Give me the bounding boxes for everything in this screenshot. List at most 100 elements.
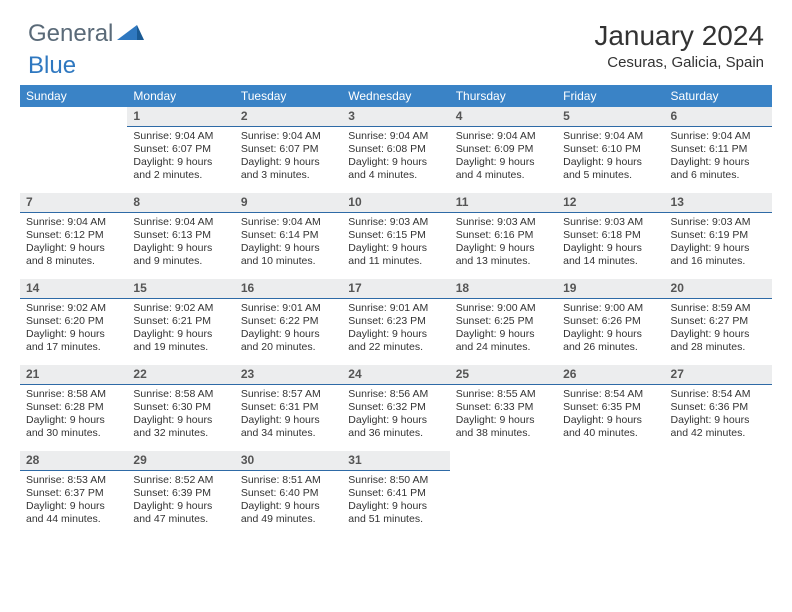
day-number: 5 — [557, 107, 664, 127]
weekday-header: Wednesday — [342, 85, 449, 107]
sunrise-text: Sunrise: 9:03 AM — [348, 216, 443, 229]
sunset-text: Sunset: 6:12 PM — [26, 229, 121, 242]
location: Cesuras, Galicia, Spain — [594, 54, 764, 71]
day-number: 2 — [235, 107, 342, 127]
day-number: 30 — [235, 451, 342, 471]
sunrise-text: Sunrise: 9:04 AM — [563, 130, 658, 143]
day-number: 13 — [665, 193, 772, 213]
logo-text-blue: Blue — [28, 52, 76, 79]
sunset-text: Sunset: 6:28 PM — [26, 401, 121, 414]
sunrise-text: Sunrise: 9:04 AM — [133, 216, 228, 229]
calendar-cell — [665, 451, 772, 537]
calendar-cell: 19Sunrise: 9:00 AMSunset: 6:26 PMDayligh… — [557, 279, 664, 365]
sunset-text: Sunset: 6:11 PM — [671, 143, 766, 156]
daylight-text: Daylight: 9 hours and 10 minutes. — [241, 242, 336, 268]
sunrise-text: Sunrise: 9:01 AM — [241, 302, 336, 315]
title-block: January 2024 Cesuras, Galicia, Spain — [594, 20, 764, 71]
calendar-cell: 2Sunrise: 9:04 AMSunset: 6:07 PMDaylight… — [235, 107, 342, 193]
sunset-text: Sunset: 6:20 PM — [26, 315, 121, 328]
weekday-header: Thursday — [450, 85, 557, 107]
sunrise-text: Sunrise: 9:01 AM — [348, 302, 443, 315]
daylight-text: Daylight: 9 hours and 9 minutes. — [133, 242, 228, 268]
sunrise-text: Sunrise: 8:58 AM — [133, 388, 228, 401]
daylight-text: Daylight: 9 hours and 40 minutes. — [563, 414, 658, 440]
weekday-header: Saturday — [665, 85, 772, 107]
day-number: 7 — [20, 193, 127, 213]
sunset-text: Sunset: 6:33 PM — [456, 401, 551, 414]
weekday-header: Friday — [557, 85, 664, 107]
header: General January 2024 Cesuras, Galicia, S… — [0, 0, 792, 79]
day-number: 4 — [450, 107, 557, 127]
day-details: Sunrise: 8:55 AMSunset: 6:33 PMDaylight:… — [450, 385, 557, 445]
day-details: Sunrise: 8:50 AMSunset: 6:41 PMDaylight:… — [342, 471, 449, 531]
sunset-text: Sunset: 6:07 PM — [133, 143, 228, 156]
day-details: Sunrise: 8:54 AMSunset: 6:35 PMDaylight:… — [557, 385, 664, 445]
day-details: Sunrise: 9:04 AMSunset: 6:10 PMDaylight:… — [557, 127, 664, 187]
day-details: Sunrise: 9:00 AMSunset: 6:25 PMDaylight:… — [450, 299, 557, 359]
day-details: Sunrise: 8:53 AMSunset: 6:37 PMDaylight:… — [20, 471, 127, 531]
day-number: 17 — [342, 279, 449, 299]
calendar-cell: 18Sunrise: 9:00 AMSunset: 6:25 PMDayligh… — [450, 279, 557, 365]
calendar-cell: 6Sunrise: 9:04 AMSunset: 6:11 PMDaylight… — [665, 107, 772, 193]
calendar-cell: 23Sunrise: 8:57 AMSunset: 6:31 PMDayligh… — [235, 365, 342, 451]
sunrise-text: Sunrise: 8:58 AM — [26, 388, 121, 401]
daylight-text: Daylight: 9 hours and 22 minutes. — [348, 328, 443, 354]
daylight-text: Daylight: 9 hours and 17 minutes. — [26, 328, 121, 354]
day-number: 11 — [450, 193, 557, 213]
day-details: Sunrise: 9:04 AMSunset: 6:08 PMDaylight:… — [342, 127, 449, 187]
daylight-text: Daylight: 9 hours and 14 minutes. — [563, 242, 658, 268]
sunset-text: Sunset: 6:08 PM — [348, 143, 443, 156]
sunrise-text: Sunrise: 8:51 AM — [241, 474, 336, 487]
weekday-header: Tuesday — [235, 85, 342, 107]
day-number: 14 — [20, 279, 127, 299]
sunset-text: Sunset: 6:07 PM — [241, 143, 336, 156]
calendar-cell: 20Sunrise: 8:59 AMSunset: 6:27 PMDayligh… — [665, 279, 772, 365]
sunrise-text: Sunrise: 9:04 AM — [133, 130, 228, 143]
daylight-text: Daylight: 9 hours and 36 minutes. — [348, 414, 443, 440]
calendar-cell: 24Sunrise: 8:56 AMSunset: 6:32 PMDayligh… — [342, 365, 449, 451]
sunset-text: Sunset: 6:14 PM — [241, 229, 336, 242]
daylight-text: Daylight: 9 hours and 26 minutes. — [563, 328, 658, 354]
sunset-text: Sunset: 6:35 PM — [563, 401, 658, 414]
day-number: 10 — [342, 193, 449, 213]
calendar-cell: 31Sunrise: 8:50 AMSunset: 6:41 PMDayligh… — [342, 451, 449, 537]
sunrise-text: Sunrise: 9:02 AM — [133, 302, 228, 315]
day-details: Sunrise: 9:02 AMSunset: 6:20 PMDaylight:… — [20, 299, 127, 359]
day-details: Sunrise: 9:04 AMSunset: 6:07 PMDaylight:… — [127, 127, 234, 187]
sunrise-text: Sunrise: 9:04 AM — [241, 216, 336, 229]
sunrise-text: Sunrise: 9:04 AM — [671, 130, 766, 143]
calendar-cell: 1Sunrise: 9:04 AMSunset: 6:07 PMDaylight… — [127, 107, 234, 193]
calendar-body: 1Sunrise: 9:04 AMSunset: 6:07 PMDaylight… — [20, 107, 772, 537]
sunset-text: Sunset: 6:27 PM — [671, 315, 766, 328]
sunset-text: Sunset: 6:16 PM — [456, 229, 551, 242]
sunset-text: Sunset: 6:21 PM — [133, 315, 228, 328]
calendar-cell: 27Sunrise: 8:54 AMSunset: 6:36 PMDayligh… — [665, 365, 772, 451]
sunrise-text: Sunrise: 9:03 AM — [456, 216, 551, 229]
sunrise-text: Sunrise: 9:00 AM — [563, 302, 658, 315]
day-number: 18 — [450, 279, 557, 299]
daylight-text: Daylight: 9 hours and 28 minutes. — [671, 328, 766, 354]
day-number: 23 — [235, 365, 342, 385]
daylight-text: Daylight: 9 hours and 4 minutes. — [456, 156, 551, 182]
sunset-text: Sunset: 6:13 PM — [133, 229, 228, 242]
daylight-text: Daylight: 9 hours and 51 minutes. — [348, 500, 443, 526]
day-details: Sunrise: 9:04 AMSunset: 6:11 PMDaylight:… — [665, 127, 772, 187]
day-number: 3 — [342, 107, 449, 127]
sunset-text: Sunset: 6:18 PM — [563, 229, 658, 242]
daylight-text: Daylight: 9 hours and 30 minutes. — [26, 414, 121, 440]
day-number: 22 — [127, 365, 234, 385]
sunrise-text: Sunrise: 9:03 AM — [671, 216, 766, 229]
daylight-text: Daylight: 9 hours and 42 minutes. — [671, 414, 766, 440]
daylight-text: Daylight: 9 hours and 11 minutes. — [348, 242, 443, 268]
sunrise-text: Sunrise: 9:04 AM — [241, 130, 336, 143]
day-details: Sunrise: 9:04 AMSunset: 6:12 PMDaylight:… — [20, 213, 127, 273]
daylight-text: Daylight: 9 hours and 16 minutes. — [671, 242, 766, 268]
day-number: 6 — [665, 107, 772, 127]
sunrise-text: Sunrise: 9:04 AM — [348, 130, 443, 143]
calendar-cell: 25Sunrise: 8:55 AMSunset: 6:33 PMDayligh… — [450, 365, 557, 451]
calendar-cell: 9Sunrise: 9:04 AMSunset: 6:14 PMDaylight… — [235, 193, 342, 279]
daylight-text: Daylight: 9 hours and 8 minutes. — [26, 242, 121, 268]
sunset-text: Sunset: 6:30 PM — [133, 401, 228, 414]
day-number: 27 — [665, 365, 772, 385]
weekday-header: Monday — [127, 85, 234, 107]
